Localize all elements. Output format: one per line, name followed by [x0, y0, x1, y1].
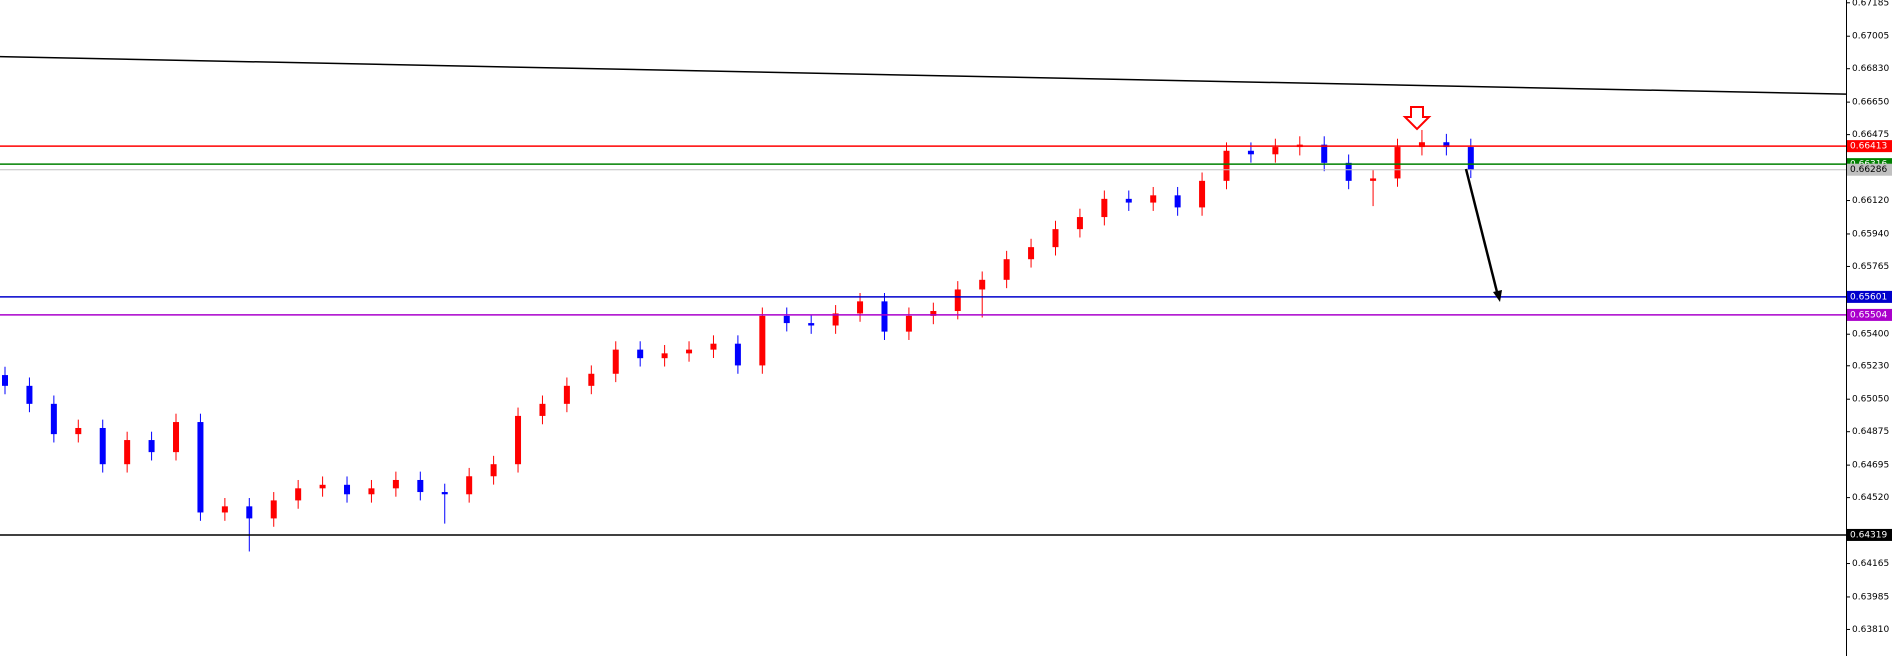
- candle-body: [148, 440, 155, 453]
- candle-body: [1321, 144, 1328, 163]
- candle-body: [1125, 198, 1132, 203]
- candle-body: [1247, 150, 1254, 155]
- candle-body: [710, 343, 717, 350]
- candle-body: [1345, 162, 1352, 181]
- y-tick-label: 0.65765: [1852, 262, 1889, 272]
- candle-body: [881, 301, 888, 332]
- level-label-bg: [1847, 163, 1892, 176]
- y-tick-label: 0.64165: [1852, 559, 1889, 569]
- candle-body: [490, 464, 497, 477]
- candle-body: [1076, 217, 1083, 230]
- candle-body: [368, 488, 375, 495]
- candle-body: [75, 427, 82, 435]
- candle-body: [686, 349, 693, 354]
- candle-body: [1272, 147, 1279, 155]
- y-tick-label: 0.64875: [1852, 427, 1889, 437]
- candle-body: [173, 422, 180, 453]
- level-label-bg: [1847, 308, 1892, 321]
- candle-body: [979, 279, 986, 290]
- candle-body: [1003, 259, 1010, 280]
- y-tick-label: 0.66120: [1852, 196, 1889, 206]
- candle-body: [270, 500, 277, 519]
- candle-body: [930, 311, 937, 316]
- level-label: 0.66413: [1850, 142, 1887, 152]
- candle-body: [99, 427, 106, 465]
- y-tick-label: 0.65400: [1852, 330, 1889, 340]
- level-label: 0.66286: [1850, 165, 1887, 175]
- level-label-bg: [1847, 140, 1892, 153]
- candle-body: [808, 323, 815, 326]
- candle-body: [124, 440, 131, 465]
- level-label: 0.65601: [1850, 292, 1887, 302]
- candle-body: [1150, 195, 1157, 203]
- forecast-arrow: [1464, 168, 1500, 297]
- y-tick-label: 0.65050: [1852, 395, 1889, 405]
- candle-body: [954, 289, 961, 312]
- candle-body: [1467, 147, 1474, 170]
- y-tick-label: 0.66830: [1852, 64, 1889, 74]
- candle-body: [26, 385, 33, 404]
- y-tick-label: 0.63810: [1852, 625, 1889, 635]
- candle-body: [1223, 150, 1230, 181]
- candle-body: [197, 422, 204, 513]
- y-tick-label: 0.66650: [1852, 98, 1889, 108]
- candle-body: [832, 313, 839, 326]
- candle-body: [637, 349, 644, 359]
- candle-body: [319, 484, 326, 489]
- candle-body: [588, 373, 595, 386]
- candle-body: [563, 385, 570, 404]
- candle-body: [1052, 229, 1059, 248]
- plot: 0.67185 0.67005 0.66830 0.66650 0.66475 0.661…: [0, 0, 1889, 635]
- candle-body: [2, 375, 8, 386]
- candle-body: [1174, 195, 1181, 208]
- candle-body: [344, 484, 351, 495]
- candle-body: [661, 353, 668, 359]
- candle-body: [392, 479, 399, 489]
- level-label: 0.65504: [1850, 310, 1887, 320]
- y-tick-label: 0.67185: [1852, 0, 1889, 8]
- y-tick-label: 0.66475: [1852, 130, 1889, 140]
- candle-body: [221, 506, 228, 513]
- y-tick-label: 0.64695: [1852, 461, 1889, 471]
- candle-body: [1199, 180, 1206, 208]
- candle-body: [1443, 142, 1450, 148]
- candle-body: [612, 349, 619, 374]
- candle-body: [50, 403, 57, 435]
- y-tick-label: 0.65230: [1852, 361, 1889, 371]
- candle-body: [1418, 142, 1425, 148]
- candle-body: [1101, 198, 1108, 218]
- candle-body: [1394, 147, 1401, 179]
- candle-body: [246, 506, 253, 519]
- candle-body: [515, 415, 522, 465]
- level-label-bg: [1847, 528, 1892, 541]
- candle-body: [1028, 247, 1035, 260]
- y-tick-label: 0.67005: [1852, 32, 1889, 42]
- candle-body: [759, 315, 766, 366]
- level-label-bg: [1847, 290, 1892, 303]
- level-label: 0.64319: [1850, 530, 1887, 540]
- candle-body: [417, 479, 424, 493]
- candle-body: [539, 403, 546, 416]
- forecast-arrow-head: [1493, 290, 1502, 302]
- trendline: [0, 55, 1847, 95]
- y-tick-label: 0.63985: [1852, 592, 1889, 602]
- candle-body: [905, 315, 912, 332]
- candle-body: [734, 343, 741, 366]
- candle-body: [1370, 178, 1377, 181]
- candle-body: [857, 301, 864, 314]
- candle-body: [783, 315, 790, 324]
- candle-body: [466, 476, 473, 495]
- y-tick-label: 0.65940: [1852, 229, 1889, 239]
- y-tick-label: 0.64520: [1852, 493, 1889, 503]
- sell-signal-arrow: [1402, 106, 1432, 131]
- candle-body: [295, 488, 302, 501]
- candle-body: [441, 492, 448, 495]
